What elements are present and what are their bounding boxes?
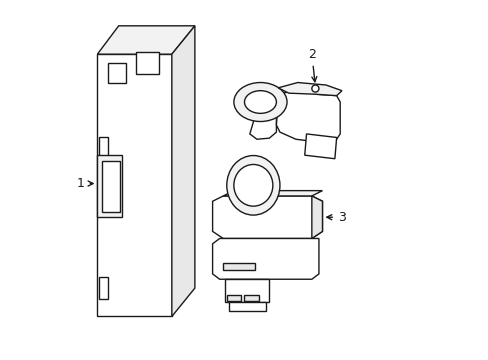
Circle shape	[311, 85, 318, 92]
Polygon shape	[99, 278, 108, 299]
Polygon shape	[97, 155, 122, 217]
Polygon shape	[249, 112, 276, 139]
Polygon shape	[136, 53, 159, 74]
Polygon shape	[99, 138, 108, 161]
Polygon shape	[97, 26, 195, 54]
Polygon shape	[212, 196, 322, 238]
Ellipse shape	[226, 156, 279, 215]
Polygon shape	[278, 82, 341, 96]
Polygon shape	[223, 191, 322, 196]
Polygon shape	[228, 302, 265, 311]
Polygon shape	[224, 279, 269, 302]
Polygon shape	[108, 63, 125, 82]
Ellipse shape	[244, 91, 276, 113]
Polygon shape	[212, 238, 318, 279]
Text: 3: 3	[326, 211, 345, 224]
Text: 2: 2	[307, 48, 316, 82]
Ellipse shape	[233, 165, 272, 206]
Polygon shape	[171, 26, 195, 316]
Polygon shape	[223, 263, 255, 270]
Polygon shape	[97, 54, 171, 316]
Polygon shape	[311, 196, 322, 238]
Polygon shape	[102, 161, 120, 212]
Polygon shape	[244, 295, 258, 301]
Polygon shape	[276, 89, 340, 142]
Text: 1: 1	[77, 177, 93, 190]
Polygon shape	[226, 295, 241, 301]
Polygon shape	[264, 93, 283, 120]
Ellipse shape	[233, 82, 286, 122]
Polygon shape	[304, 134, 336, 159]
